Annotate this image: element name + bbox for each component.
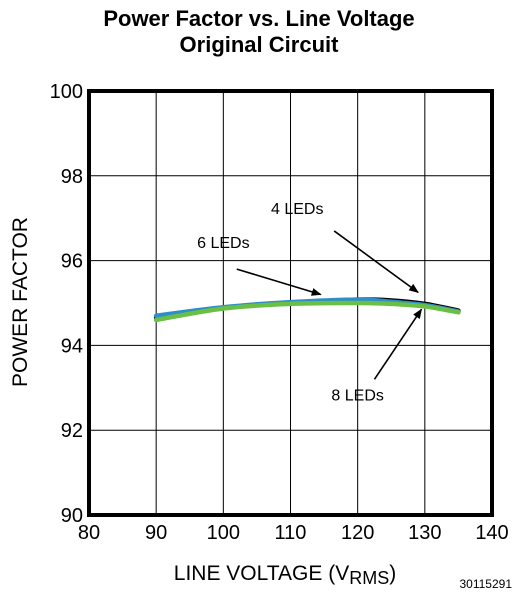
y-tick-label-94: 94: [61, 335, 83, 357]
annotation-label-1: 4 LEDs: [271, 201, 323, 218]
x-tick-label-120: 120: [341, 522, 374, 544]
x-tick-label-140: 140: [475, 522, 508, 544]
figure-id: 30115291: [460, 577, 513, 591]
annotation-arrow-1: [333, 230, 419, 294]
annotation-arrow-2: [236, 268, 322, 296]
plot-frame: [87, 89, 494, 517]
annotation-label-2: 6 LEDs: [197, 235, 249, 252]
y-tick-label-96: 96: [61, 251, 83, 273]
x-axis-label: LINE VOLTAGE (VRMS): [174, 562, 396, 588]
x-tick-label-110: 110: [275, 522, 307, 544]
x-tick-label-100: 100: [207, 522, 240, 544]
y-axis-label: POWER FACTOR: [9, 217, 32, 387]
chart-title-line-1: Power Factor vs. Line Voltage: [103, 6, 414, 31]
series-lines: [153, 297, 461, 323]
y-tick-label-100: 100: [50, 81, 83, 103]
x-tick-label-130: 130: [408, 522, 441, 544]
chart-title-line-2: Original Circuit: [180, 32, 340, 57]
x-tick-label-90: 90: [145, 522, 167, 544]
annotation-arrow-3: [373, 308, 423, 380]
series-line-3: [153, 300, 461, 323]
y-tick-label-98: 98: [61, 166, 83, 188]
x-tick-label-80: 80: [78, 522, 100, 544]
annotation-label-3: 8 LEDs: [331, 388, 383, 405]
annotations: 4 LEDs 6 LEDs 8 LEDs: [197, 201, 423, 405]
y-tick-label-90: 90: [61, 505, 83, 527]
y-tick-label-92: 92: [61, 420, 83, 442]
